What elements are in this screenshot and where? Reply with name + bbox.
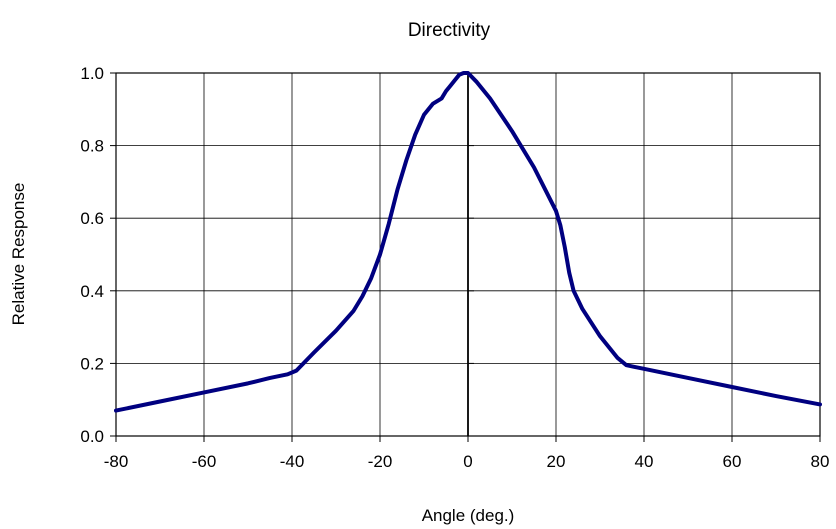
x-tick-labels: -80 -60 -40 -20 0 20 40 60 80 bbox=[104, 452, 830, 471]
y-tick-labels: 0.0 0.2 0.4 0.6 0.8 1.0 bbox=[80, 64, 104, 446]
x-tick-label: 80 bbox=[811, 452, 830, 471]
y-tick-label: 0.0 bbox=[80, 427, 104, 446]
y-axis-title: Relative Response bbox=[9, 183, 28, 326]
x-tick-label: -60 bbox=[192, 452, 217, 471]
x-axis-title: Angle (deg.) bbox=[422, 506, 515, 525]
y-tick-label: 0.8 bbox=[80, 137, 104, 156]
y-tick-label: 0.4 bbox=[80, 282, 104, 301]
y-tick-label: 0.2 bbox=[80, 354, 104, 373]
series-line bbox=[114, 71, 822, 413]
x-tick-label: 40 bbox=[635, 452, 654, 471]
chart-title: Directivity bbox=[408, 20, 491, 41]
axes bbox=[110, 72, 821, 442]
y-tick-label: 1.0 bbox=[80, 64, 104, 83]
x-tick-label: -80 bbox=[104, 452, 129, 471]
series-layer bbox=[114, 71, 822, 413]
x-tick-label: -40 bbox=[280, 452, 305, 471]
x-tick-label: -20 bbox=[368, 452, 393, 471]
x-tick-label: 60 bbox=[723, 452, 742, 471]
x-tick-label: 0 bbox=[463, 452, 472, 471]
x-tick-label: 20 bbox=[547, 452, 566, 471]
y-tick-label: 0.6 bbox=[80, 209, 104, 228]
